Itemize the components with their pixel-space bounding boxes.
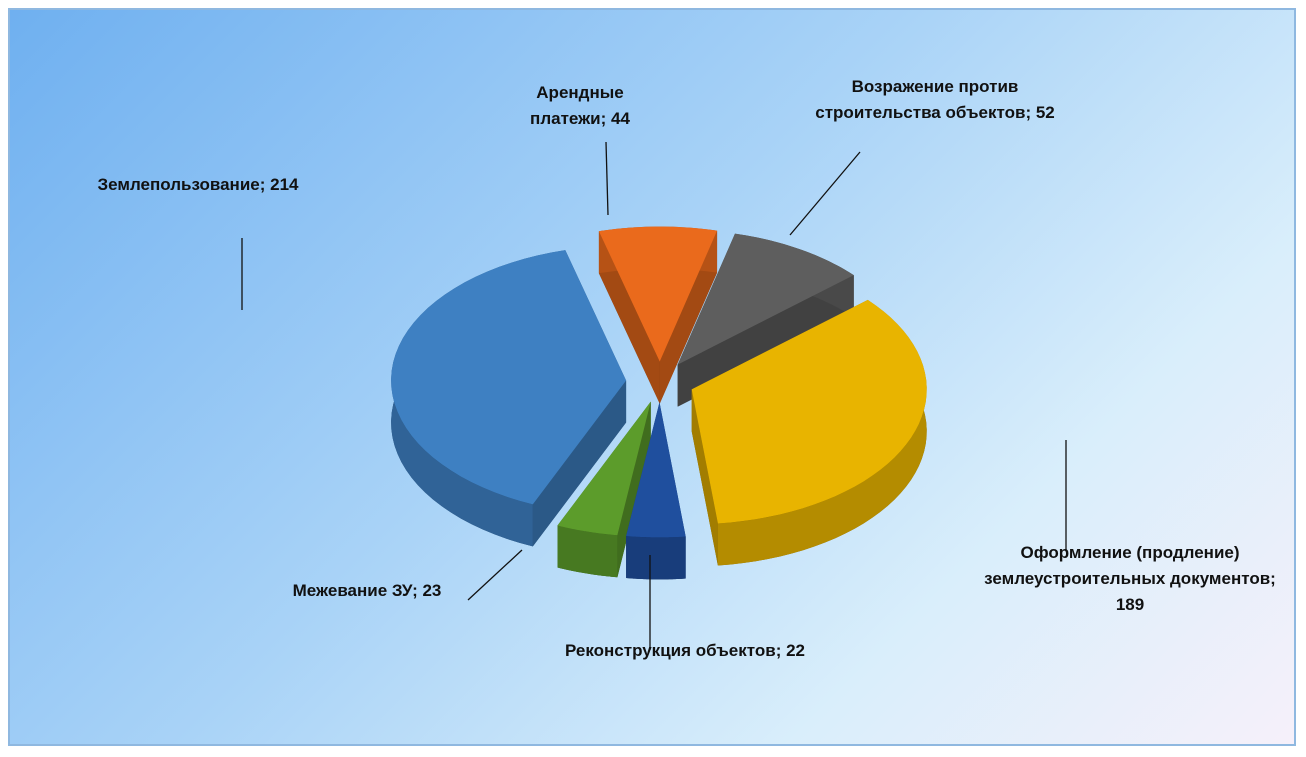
leader-line <box>605 141 609 216</box>
slice-side <box>557 525 618 578</box>
data-label: Реконструкция объектов; 22 <box>520 638 850 664</box>
data-label: Землепользование; 214 <box>58 172 338 198</box>
category-label: Возражение против строительства объектов <box>815 77 1026 122</box>
value-label: ; 44 <box>600 109 630 128</box>
slice-side <box>691 389 718 566</box>
leader-line <box>467 549 523 601</box>
category-label: Межевание ЗУ <box>292 581 413 600</box>
slice <box>391 250 627 505</box>
value-label: ; 214 <box>259 175 299 194</box>
data-label: Межевание ЗУ; 23 <box>262 578 472 604</box>
category-label: Арендные платежи <box>530 83 624 128</box>
data-label: Оформление (продление) землеустроительны… <box>980 540 1280 618</box>
slice-side <box>532 380 627 547</box>
slice-side <box>677 275 854 407</box>
category-label: Реконструкция объектов <box>564 641 776 660</box>
slice-side <box>717 299 927 566</box>
value-label: ; 23 <box>412 581 442 600</box>
slice-side <box>659 230 718 404</box>
slice <box>598 226 718 362</box>
slice <box>557 401 651 536</box>
category-label: Оформление (продление) землеустроительны… <box>984 543 1271 588</box>
data-label: Возражение против строительства объектов… <box>800 74 1070 126</box>
slice <box>626 402 686 538</box>
slice-side <box>626 536 686 580</box>
category-label: Землепользование <box>97 175 260 194</box>
slice <box>677 233 854 365</box>
data-label: Арендные платежи; 44 <box>500 80 660 132</box>
plot <box>241 141 1067 650</box>
value-label: ; 52 <box>1025 103 1055 122</box>
value-label: ; 22 <box>775 641 805 660</box>
slice-side <box>598 231 660 404</box>
leader-line <box>789 151 861 236</box>
value-label: ; 189 <box>1115 569 1276 614</box>
slice <box>691 299 927 524</box>
chart: Арендные платежи; 44 Возражение против ст… <box>8 8 1296 746</box>
